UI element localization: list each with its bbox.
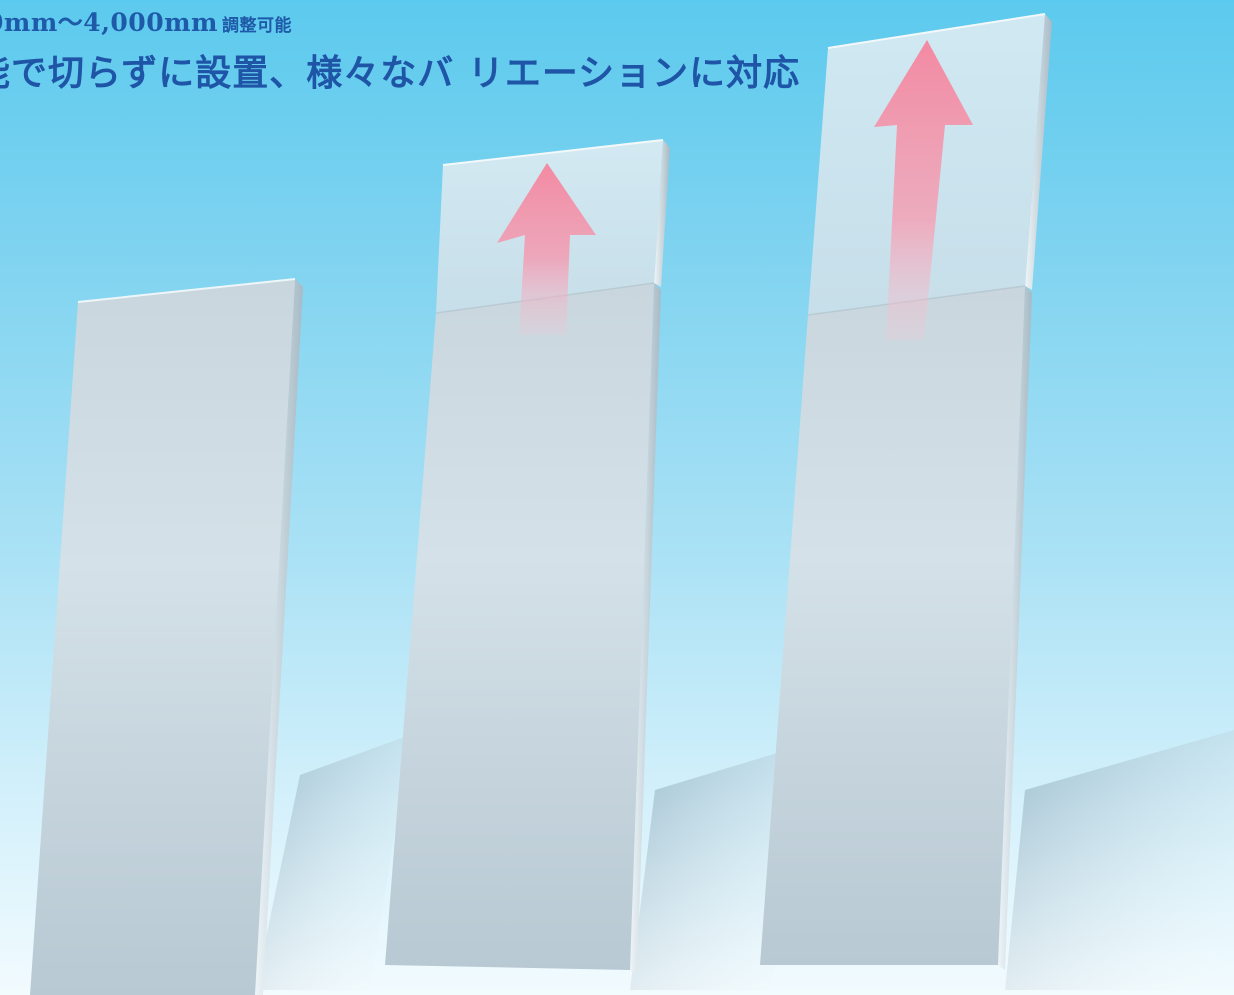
- headline: 0mm〜4,000mm 調整可能 能で切らずに設置、様々なバ リエーションに対応: [0, 0, 820, 110]
- panel-1-shadow: [255, 735, 410, 990]
- size-range-suffix: 調整可能: [222, 16, 292, 36]
- panel-medium: [385, 139, 670, 975]
- size-range-text: 0mm〜4,000mm: [0, 8, 218, 37]
- size-range-heading: 0mm〜4,000mm 調整可能: [0, 3, 292, 39]
- up-arrow-icon: [874, 40, 973, 340]
- panel-3-shadow: [1005, 730, 1234, 990]
- panel-tall: [760, 13, 1052, 970]
- up-arrow-icon: [497, 163, 596, 335]
- panel-short: [30, 278, 303, 995]
- tagline: 能で切らずに設置、様々なバ リエーションに対応: [0, 52, 801, 94]
